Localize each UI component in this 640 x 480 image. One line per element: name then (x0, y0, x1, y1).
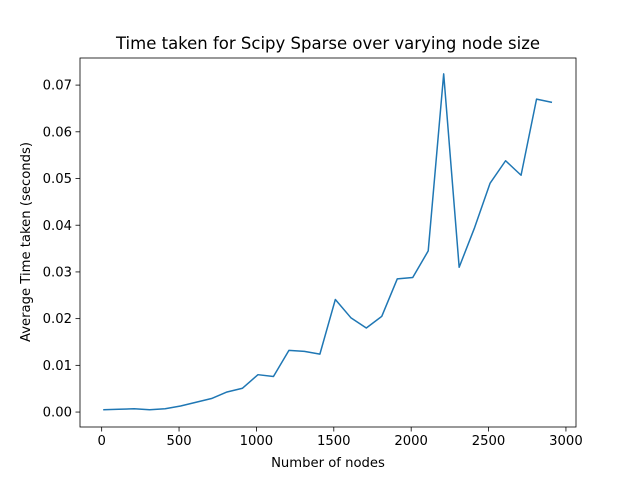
y-axis: 0.00 0.01 0.02 0.03 0.04 0.05 0.06 0.07 (43, 79, 80, 421)
x-tick-label: 1000 (240, 434, 274, 449)
x-tick-label: 0 (97, 434, 105, 449)
y-tick-label: 0.03 (43, 266, 72, 281)
series-line (103, 73, 553, 411)
plot-area (79, 57, 577, 428)
y-tick-label: 0.04 (43, 219, 72, 234)
x-tick-label: 1500 (317, 434, 351, 449)
y-tick-label: 0.07 (43, 79, 72, 94)
axes-frame (79, 57, 577, 428)
x-axis-label: Number of nodes (271, 456, 385, 471)
x-tick-label: 3000 (549, 434, 583, 449)
y-tick-label: 0.01 (43, 359, 72, 374)
x-tick-label: 2500 (472, 434, 506, 449)
y-tick-label: 0.00 (43, 406, 72, 421)
x-axis: 0 500 1000 1500 2000 2500 3000 (97, 427, 583, 449)
x-tick-label: 2000 (394, 434, 428, 449)
y-tick-label: 0.06 (43, 125, 72, 140)
y-tick-label: 0.02 (43, 312, 72, 327)
axes-background (80, 58, 576, 427)
y-axis-label: Average Time taken (seconds) (19, 142, 34, 342)
x-tick-label: 500 (166, 434, 191, 449)
chart-title: Time taken for Scipy Sparse over varying… (115, 34, 540, 53)
y-tick-label: 0.05 (43, 172, 72, 187)
